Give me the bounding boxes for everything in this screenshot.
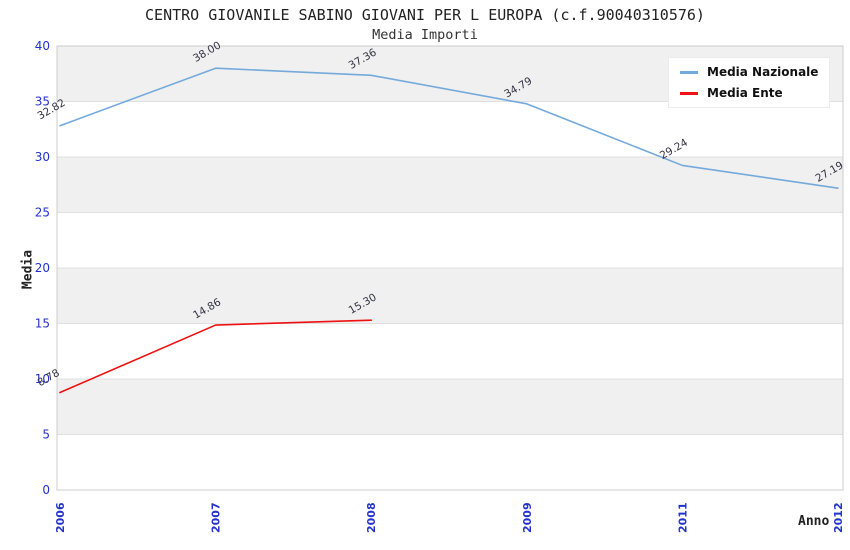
y-tick-label: 10: [35, 372, 50, 386]
media-nazionale-line-swatch-icon: [680, 70, 698, 74]
y-tick-label: 15: [35, 317, 50, 331]
x-tick-label: 2009: [521, 502, 534, 533]
y-tick-label: 0: [42, 483, 50, 497]
legend-item-media-ente: Media Ente: [680, 86, 818, 100]
x-tick-label: 2006: [54, 502, 67, 533]
plot-band: [57, 157, 843, 213]
legend-item-media-nazionale: Media Nazionale: [680, 65, 818, 79]
y-tick-label: 35: [35, 95, 50, 109]
legend-label-media-ente: Media Ente: [707, 86, 783, 100]
y-tick-label: 5: [42, 428, 50, 442]
plot-band: [57, 379, 843, 435]
y-tick-label: 40: [35, 39, 50, 53]
media-ente-line-swatch-icon: [680, 91, 698, 95]
x-tick-label: 2011: [676, 502, 689, 533]
chart-subtitle: Media Importi: [372, 27, 478, 43]
legend: Media Nazionale Media Ente: [668, 57, 831, 108]
chart-title: CENTRO GIOVANILE SABINO GIOVANI PER L EU…: [145, 6, 705, 24]
x-tick-label: 2008: [365, 502, 378, 533]
plot-band: [57, 268, 843, 324]
series-line-media-nazionale: [59, 67, 839, 189]
x-tick-label: 2007: [210, 502, 223, 533]
y-tick-label: 30: [35, 150, 50, 164]
series-line-media-ente: [59, 319, 373, 394]
y-axis-title: Media: [20, 249, 36, 290]
y-tick-label: 20: [35, 261, 50, 275]
plot-border: [56, 45, 844, 491]
y-tick-label: 25: [35, 206, 50, 220]
x-tick-label: 2012: [832, 502, 845, 533]
legend-label-media-nazionale: Media Nazionale: [707, 65, 819, 79]
x-axis-title: Anno: [798, 514, 830, 529]
